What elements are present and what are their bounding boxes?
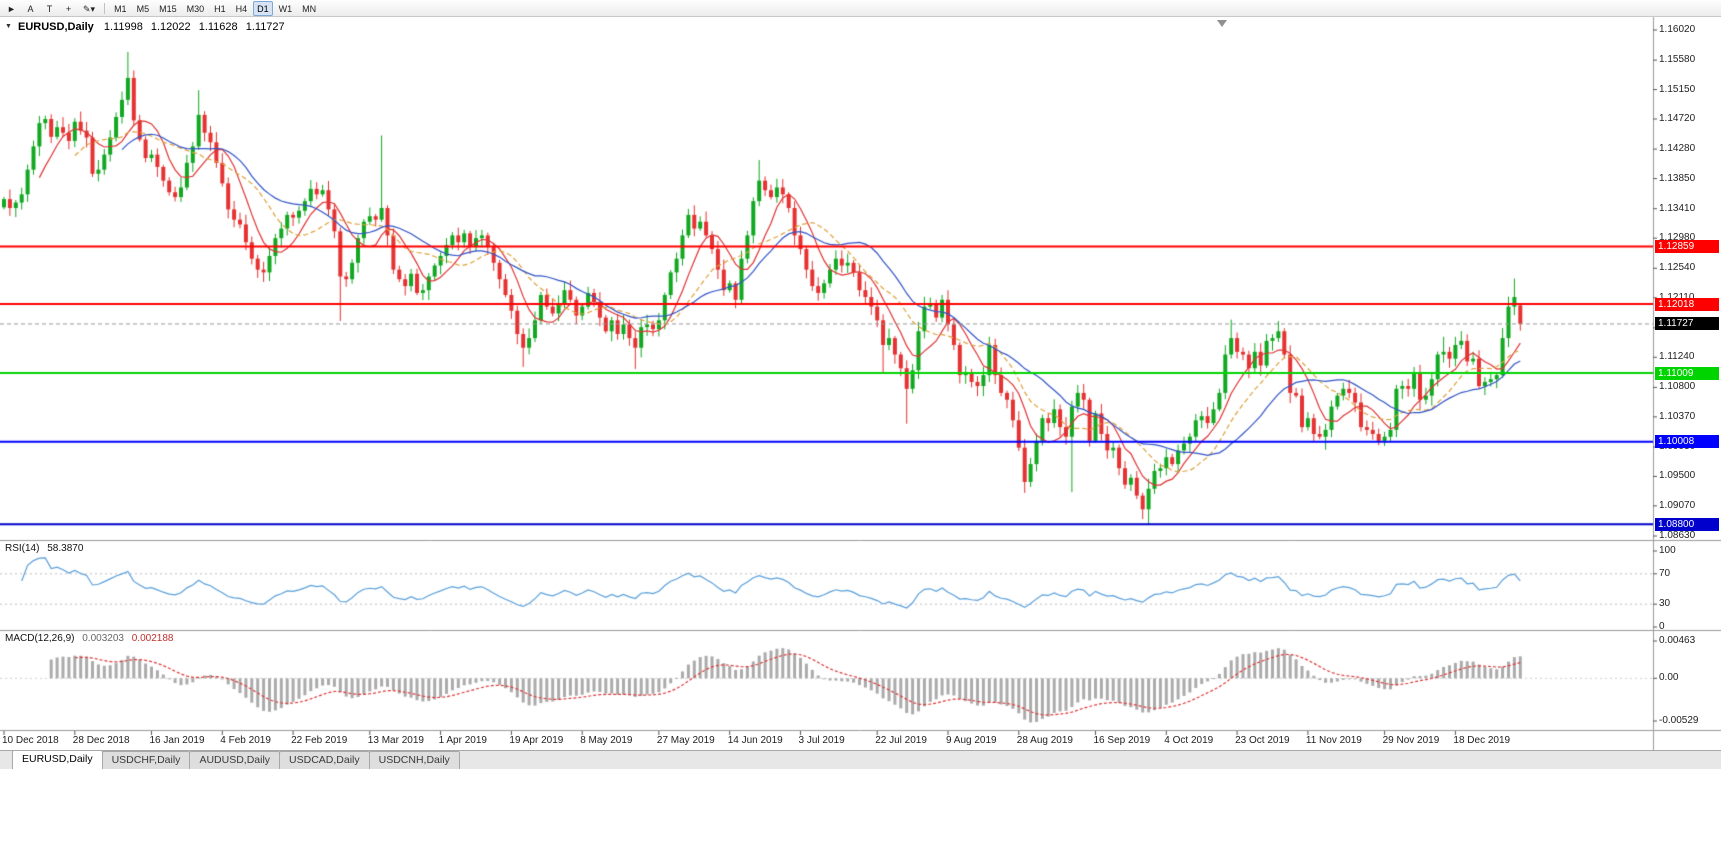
timeframe-button-w1[interactable]: W1	[278, 3, 293, 14]
macd-indicator-label: MACD(12,26,9) 0.003203 0.002188	[5, 633, 173, 644]
tab-usdchf-daily[interactable]: USDCHF,Daily	[101, 751, 191, 769]
macd-signal-value: 0.002188	[131, 633, 174, 644]
textbox-tool-button[interactable]: T	[46, 3, 53, 14]
tab-audusd-daily[interactable]: AUDUSD,Daily	[189, 751, 281, 769]
tab-eurusd-daily[interactable]: EURUSD,Daily	[12, 750, 103, 769]
timeframe-button-h1[interactable]: H1	[214, 3, 226, 14]
macd-main-value: 0.003203	[82, 633, 124, 644]
chart-high-value: 1.12022	[150, 21, 191, 33]
timeframe-button-mn[interactable]: MN	[302, 3, 317, 14]
macd-name: MACD(12,26,9)	[5, 633, 75, 644]
text-tool-button[interactable]: A	[27, 3, 34, 14]
chart-symbol-label: EURUSD,Daily	[18, 21, 94, 33]
chart-title: ▼ EURUSD,Daily 1.11998 1.12022 1.11628 1…	[5, 21, 290, 33]
tab-usdcnh-daily[interactable]: USDCNH,Daily	[368, 751, 460, 769]
chart-low-value: 1.11628	[198, 21, 238, 33]
chart-tab-bar: EURUSD,Daily USDCHF,Daily AUDUSD,Daily USDC…	[0, 750, 1721, 769]
chart-open-value: 1.11998	[103, 21, 143, 33]
rsi-name: RSI(14)	[5, 543, 40, 554]
timeframe-button-m30[interactable]: M30	[186, 3, 205, 14]
cursor-tool-button[interactable]: ►	[7, 3, 16, 14]
chart-shift-marker[interactable]	[1217, 20, 1227, 27]
crosshair-tool-button[interactable]: +	[65, 3, 72, 14]
chart-canvas[interactable]	[0, 0, 1721, 750]
timeframe-button-h4[interactable]: H4	[235, 3, 248, 14]
toolbar-separator	[104, 2, 106, 14]
rsi-value: 58.3870	[47, 543, 84, 554]
draw-tools-button[interactable]: ✎▾	[83, 3, 96, 14]
symbol-marker-icon: ▼	[5, 23, 12, 30]
timeframe-button-d1[interactable]: D1	[253, 0, 273, 16]
timeframe-button-m15[interactable]: M15	[159, 3, 177, 14]
chart-close-value: 1.11727	[245, 21, 285, 33]
timeframe-button-m5[interactable]: M5	[136, 3, 150, 14]
rsi-indicator-label: RSI(14) 58.3870	[5, 543, 83, 554]
tab-usdcad-daily[interactable]: USDCAD,Daily	[279, 751, 370, 769]
timeframe-button-m1[interactable]: M1	[114, 3, 127, 14]
toolbar: ► A T + ✎▾ M1 M5 M15 M30 H1 H4 D1 W1 MN	[0, 0, 1721, 17]
